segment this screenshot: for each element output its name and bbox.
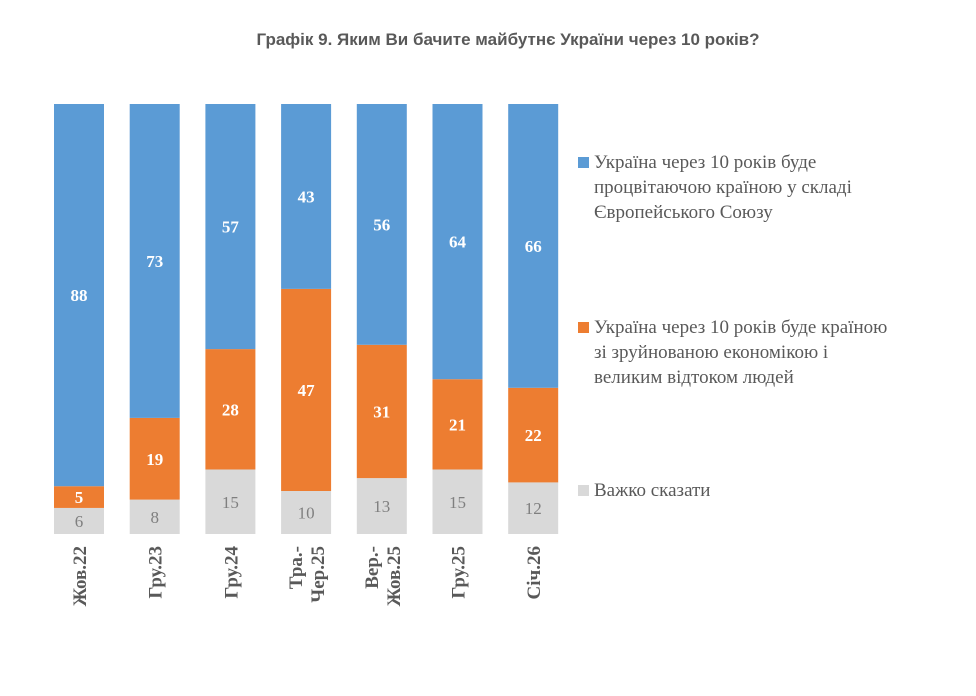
legend-label: процвітаючою країною у складі <box>594 177 852 198</box>
x-tick-label: Гру.24 <box>221 546 242 599</box>
bar-segment-s0-6 <box>508 104 559 388</box>
data-label: 5 <box>75 488 84 507</box>
data-label: 64 <box>449 233 467 252</box>
data-label: 12 <box>525 499 542 518</box>
legend-label: Європейського Союзу <box>594 202 773 223</box>
bar-segment-s1-6 <box>508 387 559 483</box>
bar-segment-s1-5 <box>432 379 483 470</box>
bar-segment-s1-1 <box>129 417 180 500</box>
bar-segment-s1-0 <box>54 486 104 508</box>
x-tick-label: Гру.23 <box>146 546 167 599</box>
data-label: 6 <box>75 512 84 531</box>
legend-label: великим відтоком людей <box>594 367 794 388</box>
bar-segment-s2-5 <box>432 469 483 534</box>
x-tick-label: Тра.-Чер.25 <box>286 546 329 603</box>
bar-segment-s2-3 <box>281 491 332 534</box>
legend-swatch <box>578 485 589 496</box>
data-label: 57 <box>222 218 240 237</box>
data-label: 73 <box>146 252 163 271</box>
x-tick-label: Вер.-Жов.25 <box>362 546 405 606</box>
data-label: 43 <box>298 187 315 206</box>
legend-swatch <box>578 157 589 168</box>
data-label: 22 <box>525 426 542 445</box>
bar-segment-s2-4 <box>356 478 407 534</box>
x-tick-label: Січ.26 <box>524 546 545 599</box>
data-label: 47 <box>298 381 316 400</box>
bar-segment-s0-1 <box>129 104 180 418</box>
data-label: 66 <box>525 237 542 256</box>
data-label: 56 <box>373 215 390 234</box>
data-label: 21 <box>449 415 466 434</box>
legend-label: Україна через 10 років буде <box>594 152 817 173</box>
x-tick-label: Гру.25 <box>449 546 470 599</box>
bar-segment-s0-0 <box>54 104 104 487</box>
legend-item: Україна через 10 років буде країною зі зр… <box>576 315 976 390</box>
data-label: 31 <box>373 402 390 421</box>
data-label: 15 <box>449 493 466 512</box>
bar-segment-s0-5 <box>432 104 483 380</box>
legend-item: Україна через 10 років буде процвітаючою … <box>576 150 976 225</box>
legend-swatch <box>578 322 589 333</box>
bar-segment-s0-4 <box>356 104 407 345</box>
bar-segment-s2-6 <box>508 482 559 534</box>
bar-segment-s1-3 <box>281 288 332 491</box>
x-tick-label: Жов.22 <box>70 546 91 606</box>
bar-segment-s2-2 <box>205 469 256 534</box>
bar-segment-s1-2 <box>205 349 256 470</box>
bar-segment-s0-2 <box>205 104 256 350</box>
legend-label: зі зруйнованою економікою і <box>594 342 829 363</box>
data-label: 88 <box>71 286 88 305</box>
legend-label: Важко сказати <box>594 480 711 501</box>
data-label: 8 <box>150 508 159 527</box>
bar-segment-s0-3 <box>281 104 332 289</box>
legend-label: Україна через 10 років буде країною <box>594 317 888 338</box>
legend-item: Важко сказати <box>576 478 976 503</box>
chart-title: Графік 9. Яким Ви бачите майбутнє Україн… <box>256 30 760 49</box>
data-label: 19 <box>146 450 163 469</box>
bar-segment-s1-4 <box>356 344 407 479</box>
data-label: 28 <box>222 400 239 419</box>
bar-segment-s2-1 <box>129 499 180 534</box>
data-label: 10 <box>298 504 315 523</box>
data-label: 13 <box>373 497 390 516</box>
bar-segment-s2-0 <box>54 507 104 534</box>
data-label: 15 <box>222 493 239 512</box>
